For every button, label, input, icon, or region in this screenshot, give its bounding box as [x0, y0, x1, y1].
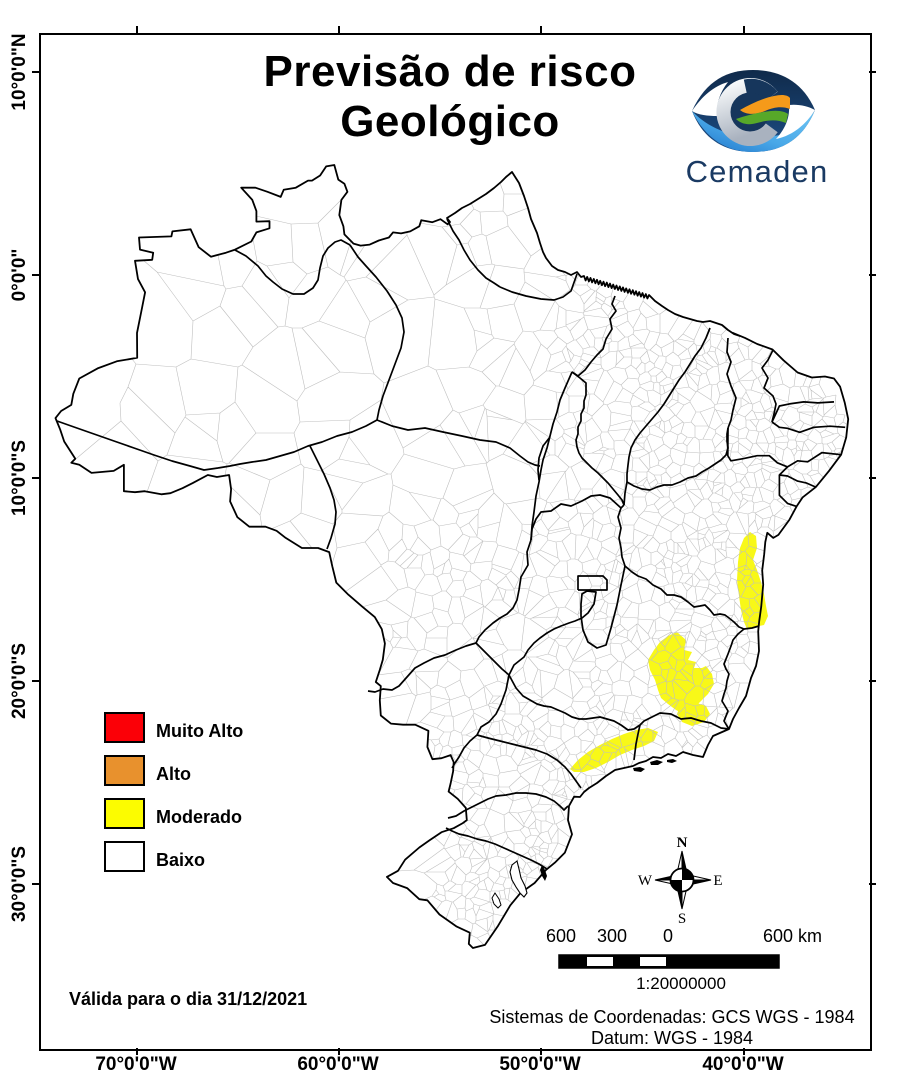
svg-text:E: E: [713, 873, 722, 889]
svg-text:W: W: [638, 873, 653, 889]
svg-text:N: N: [677, 835, 688, 851]
svg-text:S: S: [678, 911, 686, 927]
